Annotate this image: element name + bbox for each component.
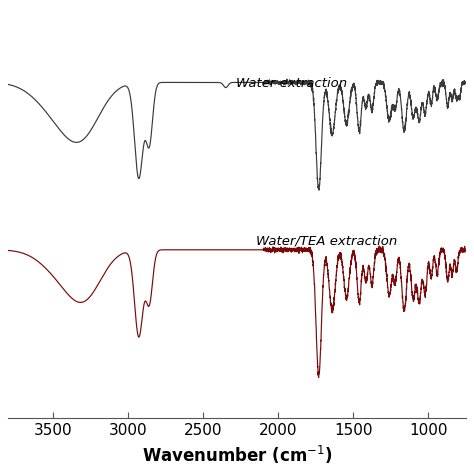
Text: Water extraction: Water extraction [236,77,347,90]
Text: Water/TEA extraction: Water/TEA extraction [256,235,397,248]
X-axis label: Wavenumber (cm$^{-1}$): Wavenumber (cm$^{-1}$) [142,444,332,465]
